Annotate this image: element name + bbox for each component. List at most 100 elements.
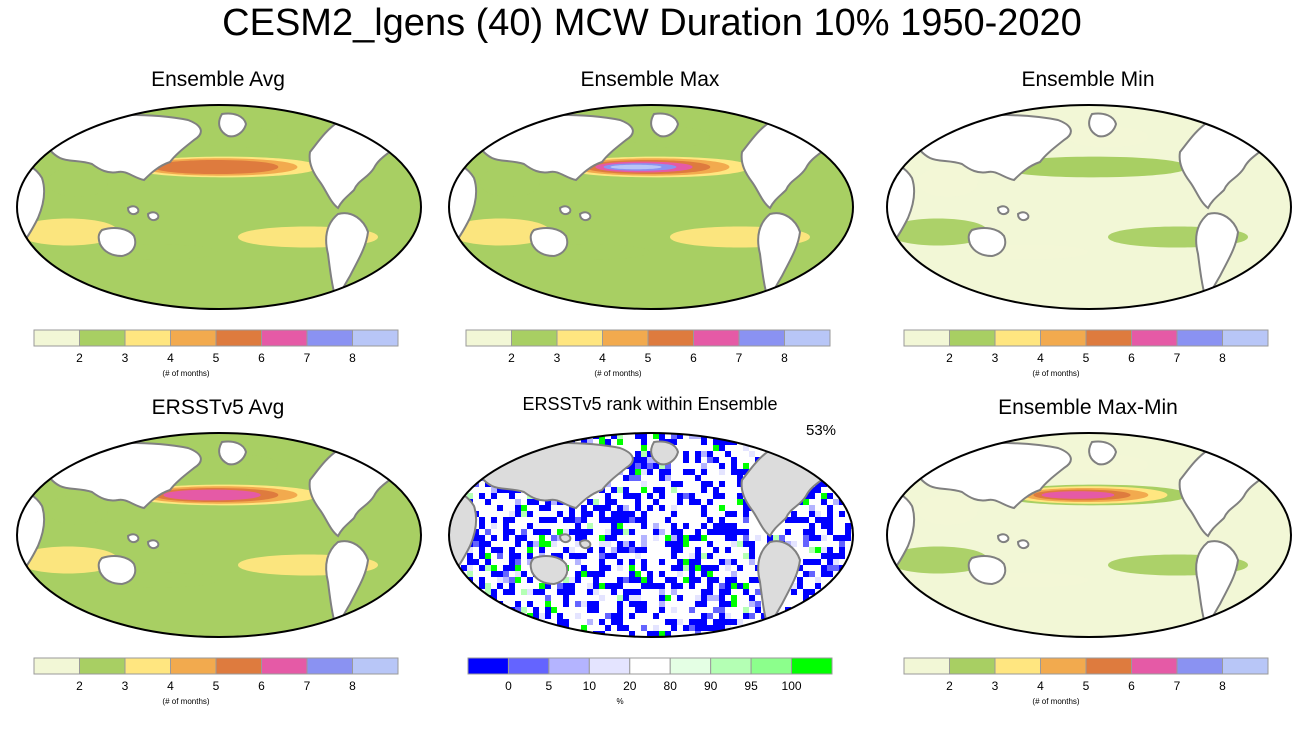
land-australia: [967, 555, 1007, 586]
rank-pixel: [599, 505, 605, 511]
rank-pixel: [557, 613, 563, 619]
enso-band-level: [1041, 491, 1115, 499]
rank-pixel: [671, 439, 677, 445]
rank-pixel: [473, 463, 479, 469]
rank-pixel: [515, 601, 521, 607]
rank-pixel: [827, 565, 833, 571]
rank-pixel: [605, 505, 611, 511]
rank-pixel: [713, 619, 719, 625]
rank-pixel: [635, 457, 641, 463]
rank-pixel: [533, 541, 539, 547]
rank-pixel: [665, 595, 671, 601]
rank-pixel: [485, 433, 491, 439]
rank-pixel: [629, 463, 635, 469]
colorbar-tick-label: 7: [304, 351, 311, 365]
rank-pixel: [491, 565, 497, 571]
rank-pixel: [605, 553, 611, 559]
rank-pixel: [599, 553, 605, 559]
rank-pixel: [701, 505, 707, 511]
rank-pixel: [827, 571, 833, 577]
rank-pixel: [677, 559, 683, 565]
rank-pixel: [539, 529, 545, 535]
rank-pixel: [659, 469, 665, 475]
rank-pixel: [491, 517, 497, 523]
rank-pixel: [653, 433, 659, 439]
colorbar-tick-label: 7: [304, 679, 311, 693]
rank-pixel: [833, 601, 839, 607]
rank-pixel: [455, 487, 461, 493]
map-svg: 2 3 4 5 6 7 8 (# of months): [16, 432, 422, 706]
rank-pixel: [839, 475, 845, 481]
rank-pixel: [497, 451, 503, 457]
map-svg: 2 3 4 5 6 7 8 (# of months): [448, 104, 854, 378]
rank-pixel: [725, 439, 731, 445]
rank-pixel: [827, 553, 833, 559]
rank-pixel: [779, 433, 785, 439]
rank-pixel: [515, 577, 521, 583]
rank-pixel: [851, 553, 853, 559]
rank-pixel: [839, 541, 845, 547]
rank-pixel: [671, 481, 677, 487]
rank-pixel: [617, 595, 623, 601]
rank-pixel: [587, 523, 593, 529]
rank-pixel: [815, 439, 821, 445]
rank-pixel: [791, 445, 797, 451]
colorbar-tick-label: 4: [167, 679, 174, 693]
rank-pixel: [839, 481, 845, 487]
rank-pixel: [839, 439, 845, 445]
rank-pixel: [815, 463, 821, 469]
rank-pixel: [707, 481, 713, 487]
colorbar-tick-label: 2: [76, 679, 83, 693]
rank-pixel: [635, 433, 641, 439]
rank-pixel: [473, 607, 479, 613]
rank-pixel: [719, 619, 725, 625]
rank-pixel: [683, 577, 689, 583]
rank-pixel: [809, 535, 815, 541]
rank-pixel: [743, 583, 749, 589]
rank-pixel: [617, 487, 623, 493]
rank-pixel: [725, 511, 731, 517]
rank-pixel: [701, 463, 707, 469]
rank-pixel: [575, 541, 581, 547]
rank-pixel: [731, 601, 737, 607]
rank-pixel: [635, 571, 641, 577]
rank-pixel: [665, 535, 671, 541]
rank-pixel: [845, 445, 851, 451]
rank-pixel: [701, 625, 707, 631]
rank-pixel: [491, 535, 497, 541]
rank-pixel: [695, 451, 701, 457]
rank-pixel: [461, 451, 467, 457]
rank-pixel: [665, 469, 671, 475]
rank-pixel: [827, 451, 833, 457]
rank-pixel: [809, 559, 815, 565]
rank-pixel: [521, 571, 527, 577]
rank-pixel: [737, 619, 743, 625]
rank-pixel: [647, 463, 653, 469]
rank-pixel: [599, 511, 605, 517]
rank-pixel: [827, 511, 833, 517]
rank-pixel: [515, 553, 521, 559]
rank-pixel: [515, 535, 521, 541]
rank-pixel: [641, 523, 647, 529]
rank-pixel: [503, 619, 509, 625]
rank-pixel: [545, 583, 551, 589]
rank-pixel: [461, 565, 467, 571]
rank-pixel: [731, 595, 737, 601]
rank-pixel: [725, 583, 731, 589]
rank-pixel: [581, 505, 587, 511]
rank-pixel: [629, 475, 635, 481]
rank-pixel: [659, 601, 665, 607]
rank-pixel: [833, 553, 839, 559]
rank-pixel: [641, 547, 647, 553]
rank-pixel: [623, 511, 629, 517]
rank-pixel: [629, 589, 635, 595]
rank-pixel: [689, 625, 695, 631]
rank-pixel: [701, 487, 707, 493]
rank-pixel: [629, 565, 635, 571]
rank-pixel: [647, 631, 653, 637]
rank-pixel: [623, 505, 629, 511]
rank-pixel: [641, 535, 647, 541]
land-australia: [97, 227, 137, 258]
rank-pixel: [833, 499, 839, 505]
rank-pixel: [713, 523, 719, 529]
